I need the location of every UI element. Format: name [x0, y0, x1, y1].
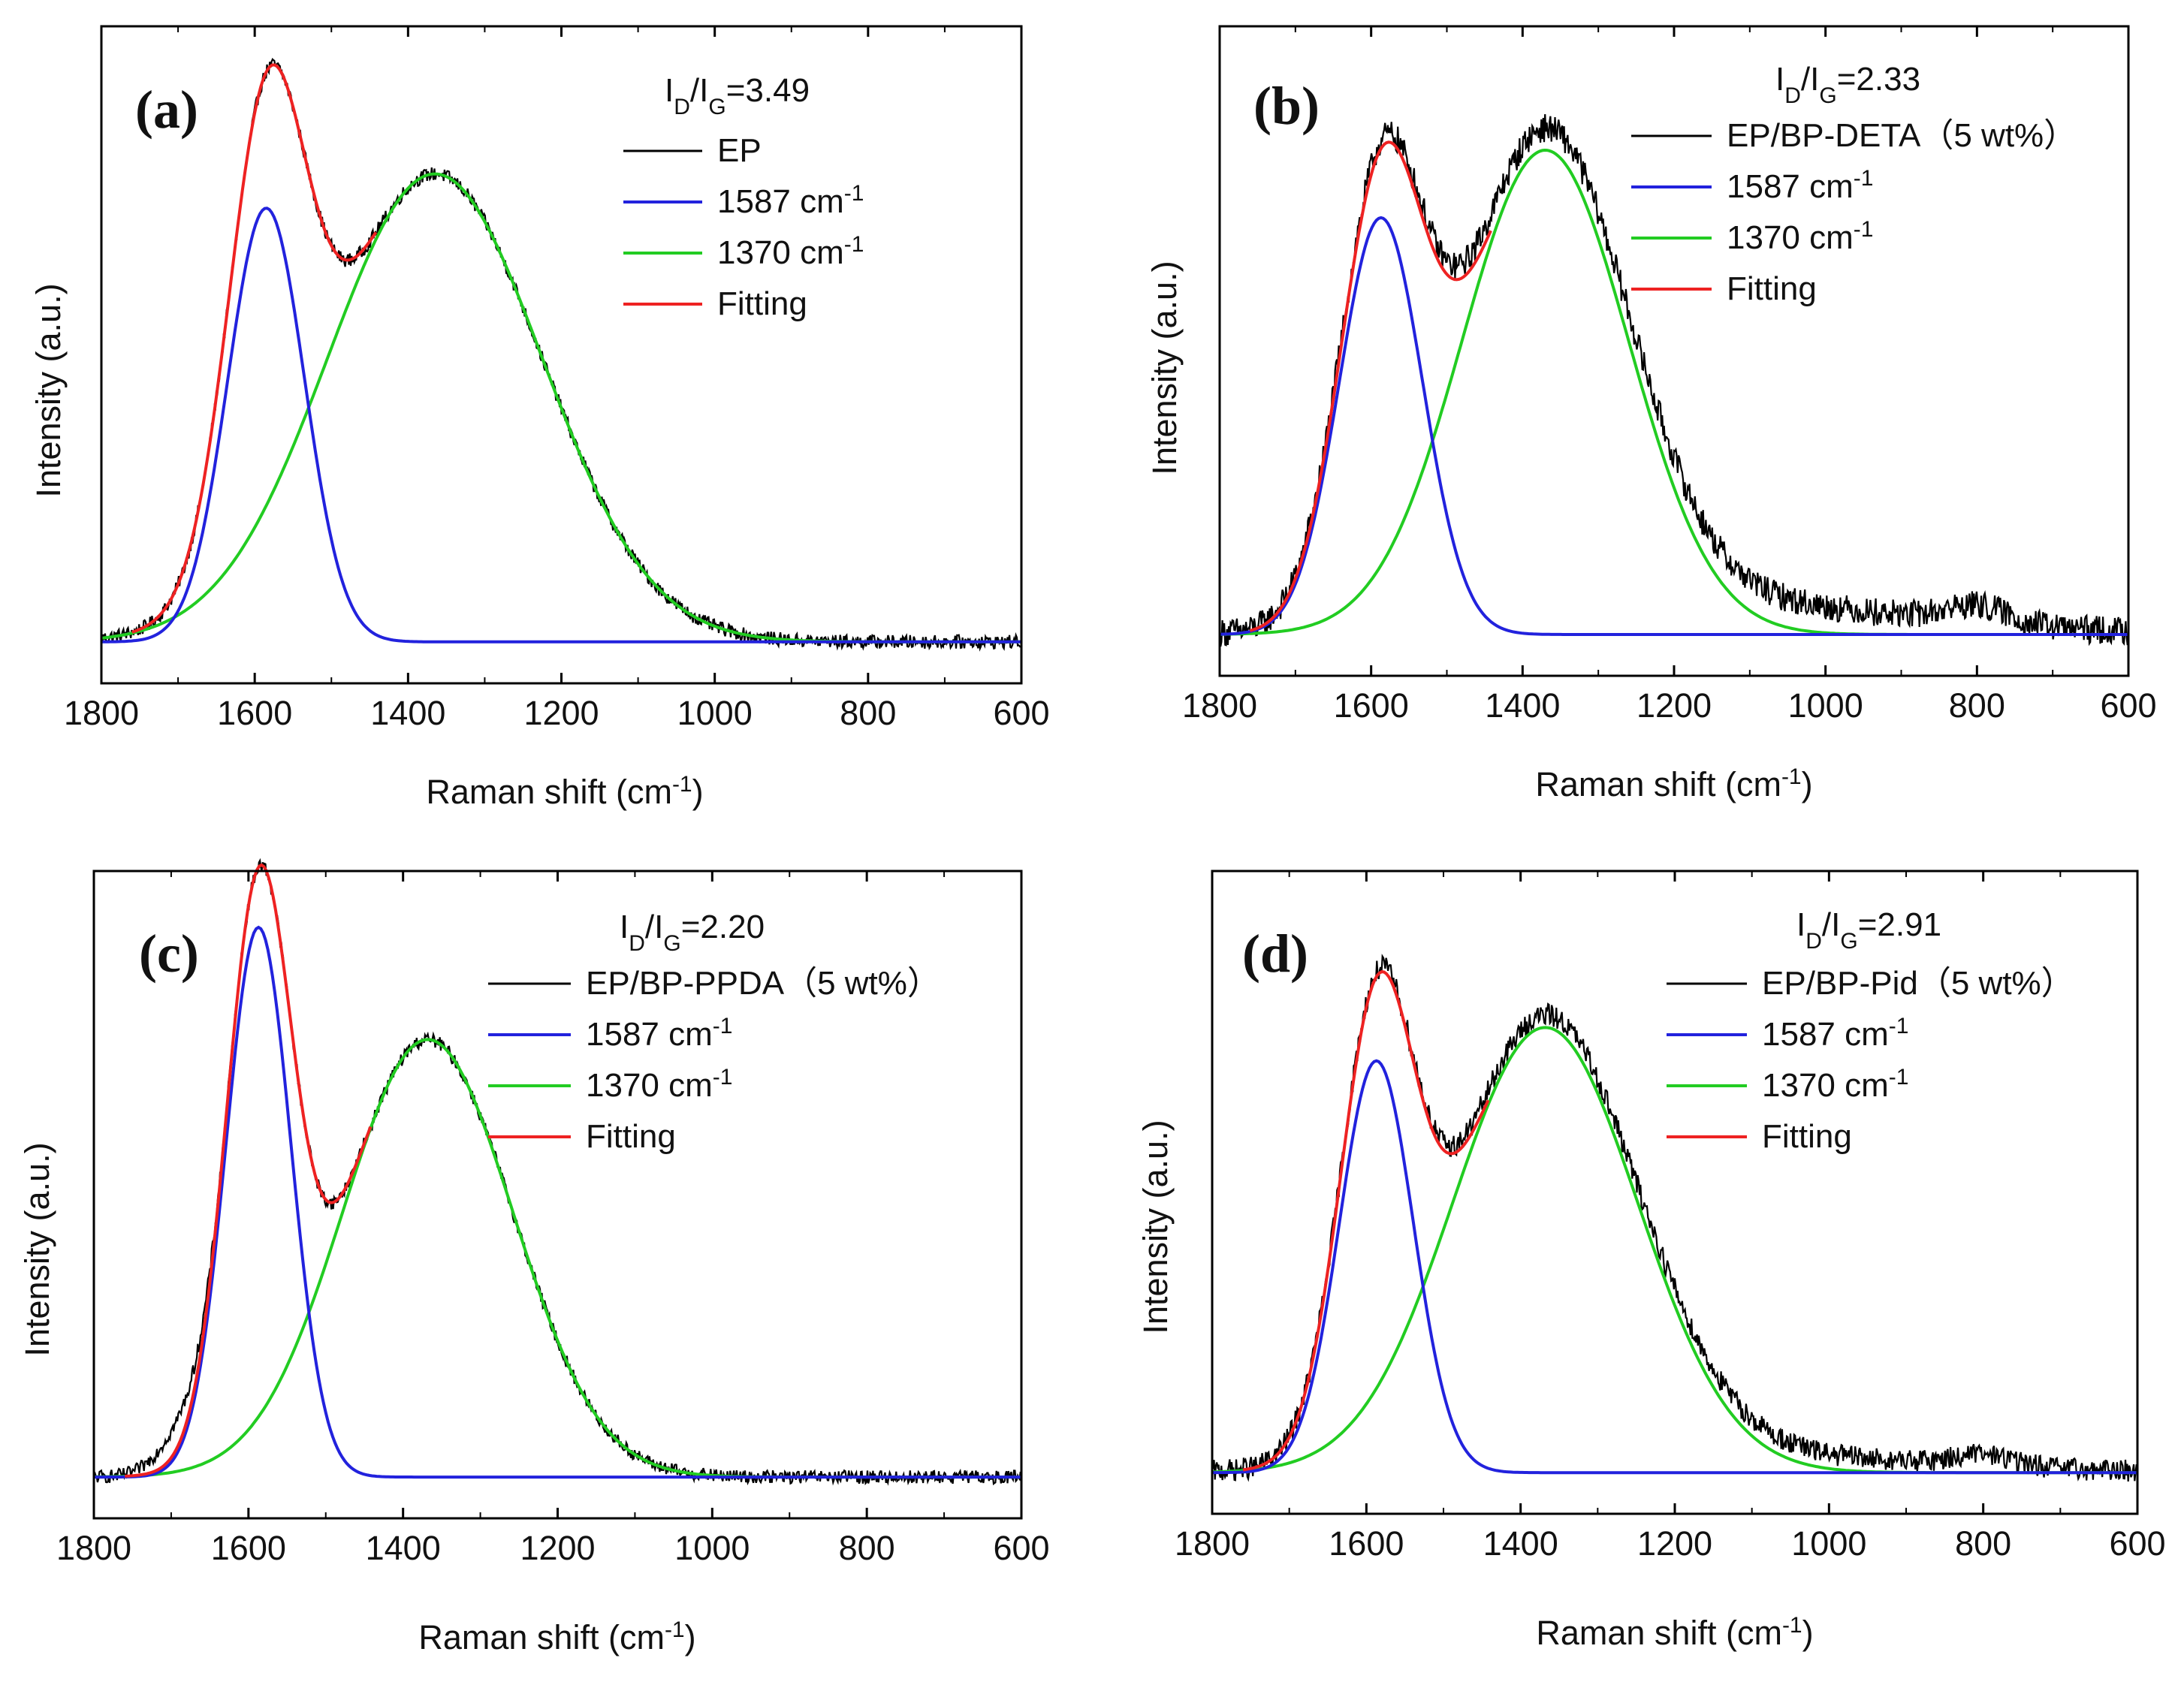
g-band-fit-line — [1211, 1059, 2137, 1475]
id-ig-ratio: ID/IG=2.20 — [620, 909, 765, 956]
x-tick-label: 1200 — [1636, 686, 1712, 725]
panel-d: (d) ID/IG=2.91 EP/BP-Pid（5 wt%） 1587 cm-1… — [1092, 844, 2184, 1688]
y-axis-label: Intensity (a.u.) — [29, 283, 68, 497]
x-tick-label: 1600 — [1334, 686, 1409, 725]
x-tick-label: 1200 — [523, 694, 599, 732]
x-axis-label: Raman shift (cm-1) — [1535, 764, 1812, 804]
g-band-fit-line — [94, 925, 1021, 1479]
x-tick-label: 1600 — [1329, 1524, 1404, 1563]
legend-label: Fitting — [1762, 1118, 1852, 1155]
id-ig-ratio: ID/IG=2.33 — [1775, 61, 1920, 108]
x-tick-label: 1000 — [674, 1529, 750, 1567]
panel-label: (d) — [1242, 924, 1308, 984]
x-tick-label: 1400 — [1483, 1524, 1558, 1563]
y-axis-label: Intensity (a.u.) — [1136, 1120, 1175, 1334]
legend: EP/BP-PPDA（5 wt%） 1587 cm-1 1370 cm-1 Fitti… — [488, 965, 940, 1155]
x-axis-label: Raman shift (cm-1) — [426, 772, 703, 812]
x-axis: 1800 1600 1400 1200 1000 800 600 — [64, 26, 1050, 732]
legend-label: 1370 cm-1 — [717, 232, 864, 272]
raw-spectrum-line — [1218, 114, 2128, 647]
id-ig-ratio: ID/IG=3.49 — [665, 72, 810, 119]
panel-a: (a) ID/IG=3.49 EP 1587 cm-1 1370 cm-1 Fitti… — [0, 0, 1092, 844]
legend-label: 1370 cm-1 — [1762, 1065, 1908, 1105]
panel-label: (a) — [135, 80, 198, 140]
x-tick-label: 1000 — [677, 694, 753, 732]
x-tick-label: 1800 — [64, 694, 139, 732]
x-tick-label: 1600 — [217, 694, 292, 732]
panel-label: (c) — [139, 924, 199, 984]
cumulative-fit-line — [131, 63, 378, 634]
x-tick-label: 1000 — [1788, 686, 1863, 725]
x-axis: 1800 1600 1400 1200 1000 800 600 — [1175, 871, 2166, 1563]
panel-label: (b) — [1253, 76, 1320, 136]
legend-label: 1370 cm-1 — [1727, 217, 1873, 257]
cumulative-fit-line — [1249, 140, 1492, 632]
id-ig-ratio: ID/IG=2.91 — [1796, 906, 1941, 954]
x-tick-label: 1800 — [56, 1529, 131, 1567]
x-axis-label: Raman shift (cm-1) — [1536, 1613, 1813, 1653]
x-tick-label: 600 — [2109, 1524, 2165, 1563]
panel-c: (c) ID/IG=2.20 EP/BP-PPDA（5 wt%） 1587 cm-… — [0, 844, 1092, 1688]
x-tick-label: 800 — [1955, 1524, 2011, 1563]
x-tick-label: 600 — [993, 1529, 1049, 1567]
panel-b: (b) ID/IG=2.33 EP/BP-DETA（5 wt%） 1587 cm-… — [1092, 0, 2184, 844]
d-band-fit-line — [1220, 148, 2128, 636]
legend-label: 1370 cm-1 — [586, 1065, 732, 1105]
legend-label: Fitting — [1727, 270, 1817, 307]
plot-frame — [100, 25, 1023, 685]
raman-chart-b: (b) ID/IG=2.33 EP/BP-DETA（5 wt%） 1587 cm-… — [1145, 25, 2157, 804]
legend-label: EP/BP-Pid（5 wt%） — [1762, 965, 2074, 1002]
legend: EP/BP-Pid（5 wt%） 1587 cm-1 1370 cm-1 Fittin… — [1667, 965, 2074, 1155]
legend-label: 1587 cm-1 — [1727, 166, 1873, 206]
g-band-fit-line — [1219, 216, 2128, 636]
x-tick-label: 600 — [2100, 686, 2156, 725]
x-tick-label: 1800 — [1175, 1524, 1250, 1563]
x-tick-label: 1000 — [1791, 1524, 1866, 1563]
legend-label: 1587 cm-1 — [1762, 1014, 1908, 1053]
legend-label: Fitting — [586, 1118, 676, 1155]
legend: EP/BP-DETA（5 wt%） 1587 cm-1 1370 cm-1 Fitti… — [1631, 117, 2077, 307]
legend: EP 1587 cm-1 1370 cm-1 Fitting — [623, 132, 864, 322]
x-tick-label: 1600 — [211, 1529, 286, 1567]
x-tick-label: 1800 — [1182, 686, 1257, 725]
x-tick-label: 1200 — [1637, 1524, 1712, 1563]
raman-chart-c: (c) ID/IG=2.20 EP/BP-PPDA（5 wt%） 1587 cm-… — [18, 858, 1050, 1657]
y-axis-label: Intensity (a.u.) — [1145, 261, 1184, 475]
x-tick-label: 600 — [993, 694, 1049, 732]
g-band-fit-line — [101, 206, 1021, 644]
cumulative-fit-line — [125, 863, 373, 1478]
x-tick-label: 1200 — [520, 1529, 595, 1567]
x-tick-label: 1400 — [370, 694, 445, 732]
legend-label: 1587 cm-1 — [717, 181, 864, 221]
legend-label: EP/BP-DETA（5 wt%） — [1727, 117, 2077, 154]
raw-spectrum-line — [100, 57, 1021, 652]
x-tick-label: 800 — [1949, 686, 2005, 725]
d-band-fit-line — [101, 172, 1021, 644]
legend-label: EP/BP-PPDA（5 wt%） — [586, 965, 940, 1002]
x-tick-label: 1400 — [366, 1529, 441, 1567]
x-tick-label: 1400 — [1485, 686, 1560, 725]
legend-label: 1587 cm-1 — [586, 1014, 732, 1053]
cumulative-fit-line — [1242, 970, 1490, 1472]
y-axis-label: Intensity (a.u.) — [18, 1142, 56, 1356]
legend-label: EP — [717, 132, 762, 169]
raw-spectrum-line — [93, 858, 1021, 1486]
x-tick-label: 800 — [840, 694, 896, 732]
x-axis: 1800 1600 1400 1200 1000 800 600 — [56, 871, 1050, 1567]
x-axis-label: Raman shift (cm-1) — [418, 1617, 695, 1657]
raman-chart-a: (a) ID/IG=3.49 EP 1587 cm-1 1370 cm-1 Fitti… — [29, 25, 1050, 812]
raman-chart-d: (d) ID/IG=2.91 EP/BP-Pid（5 wt%） 1587 cm-1… — [1136, 870, 2166, 1653]
legend-label: Fitting — [717, 285, 807, 322]
x-tick-label: 800 — [839, 1529, 895, 1567]
d-band-fit-line — [94, 1038, 1021, 1479]
x-axis: 1800 1600 1400 1200 1000 800 600 — [1182, 26, 2157, 725]
